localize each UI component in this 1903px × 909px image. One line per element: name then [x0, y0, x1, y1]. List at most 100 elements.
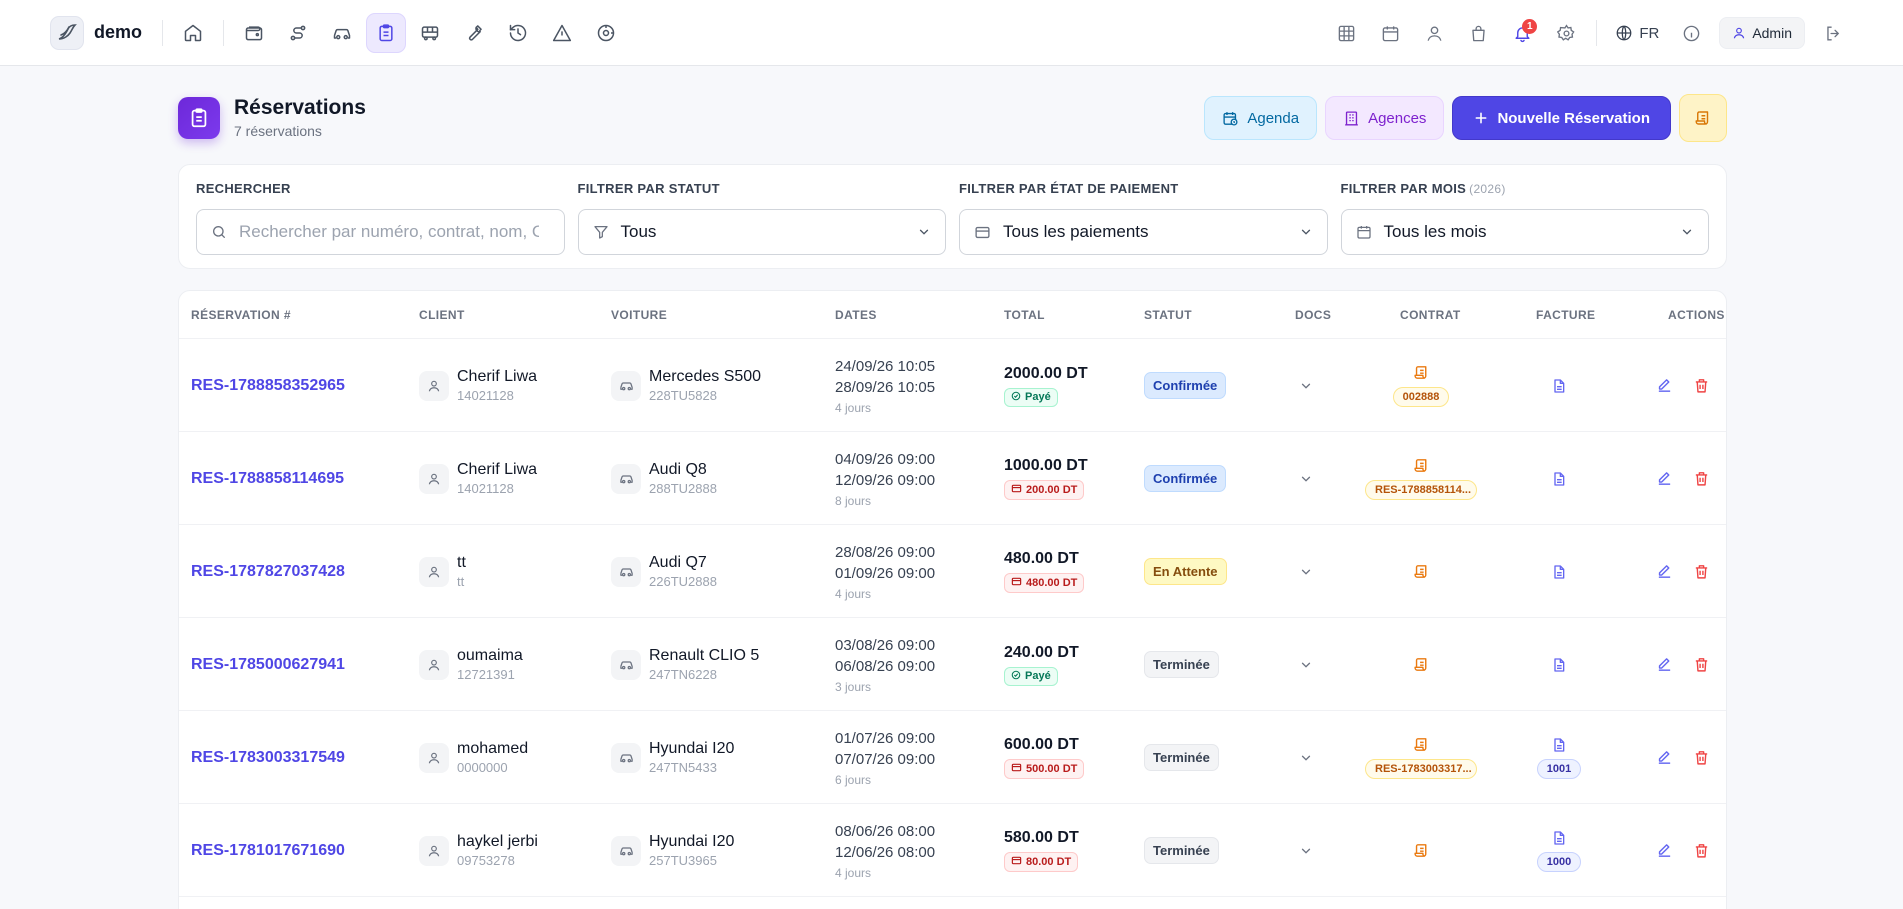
edit-button[interactable]: [1656, 563, 1673, 580]
agences-button[interactable]: Agences: [1325, 96, 1445, 140]
user-menu[interactable]: Admin: [1719, 17, 1805, 49]
nav-bus[interactable]: [410, 13, 450, 53]
reservation-number[interactable]: RES-1785000627941: [191, 655, 345, 673]
brand[interactable]: demo: [50, 15, 142, 50]
status-badge: Terminée: [1144, 837, 1219, 864]
check-circle-icon: [1011, 670, 1021, 683]
docs-toggle[interactable]: [1299, 472, 1313, 486]
nav-history[interactable]: [498, 13, 538, 53]
docs-toggle[interactable]: [1299, 379, 1313, 393]
payment-badge: 200.00 DT: [1004, 480, 1085, 500]
wallet-icon: [245, 25, 263, 40]
col-car: VOITURE: [611, 307, 668, 322]
payment-badge: 80.00 DT: [1004, 852, 1079, 872]
agenda-button[interactable]: Agenda: [1204, 96, 1318, 140]
docs-toggle[interactable]: [1299, 751, 1313, 765]
car-avatar: [611, 835, 641, 866]
delete-button[interactable]: [1693, 842, 1710, 859]
nav-settings[interactable]: [1546, 13, 1586, 53]
nav-calendar[interactable]: [1370, 13, 1410, 53]
search-input[interactable]: [239, 222, 539, 242]
invoice-button[interactable]: [1551, 471, 1567, 487]
table-body: RES-1788858352965 Cherif Liwa 14021128 M…: [179, 339, 1726, 897]
status-badge: Confirmée: [1144, 465, 1227, 492]
delete-button[interactable]: [1693, 470, 1710, 487]
reservation-number[interactable]: RES-1788858114695: [191, 469, 345, 487]
client-cin: 12721391: [457, 667, 515, 682]
contract-button[interactable]: [1413, 842, 1430, 859]
trash-icon: [1695, 658, 1708, 672]
nav-table[interactable]: [1326, 13, 1366, 53]
col-total: TOTAL: [1004, 307, 1045, 322]
edit-button[interactable]: [1656, 749, 1673, 766]
status-badge: En Attente: [1144, 558, 1227, 585]
edit-button[interactable]: [1656, 377, 1673, 394]
invoice-button[interactable]: [1551, 737, 1567, 753]
nav-divider: [1596, 20, 1598, 46]
edit-button[interactable]: [1656, 656, 1673, 673]
month-select[interactable]: Tous les mois: [1340, 209, 1709, 255]
nav-alerts[interactable]: [542, 13, 582, 53]
car-icon: [619, 661, 633, 670]
reservations-table: RÉSERVATION # CLIENT VOITURE DATES TOTAL…: [178, 290, 1727, 909]
client-name: mohamed: [457, 740, 529, 757]
search-box[interactable]: [196, 209, 565, 255]
invoice-button[interactable]: [1551, 830, 1567, 846]
credit-card-icon: [974, 224, 991, 241]
logout-icon: [1826, 25, 1839, 41]
delete-button[interactable]: [1693, 377, 1710, 394]
edit-button[interactable]: [1656, 842, 1673, 859]
globe-icon: [1616, 25, 1632, 41]
total-amount: 1000.00 DT: [1004, 457, 1088, 474]
car-avatar: [611, 370, 641, 401]
status-badge: Confirmée: [1144, 372, 1227, 399]
docs-toggle[interactable]: [1299, 565, 1313, 579]
nav-settings-alt[interactable]: [586, 13, 626, 53]
invoice-number: 1000: [1536, 851, 1582, 872]
duration: 6 jours: [835, 773, 872, 787]
status-select[interactable]: Tous: [577, 209, 946, 255]
contract-button[interactable]: [1413, 656, 1430, 673]
invoice-button[interactable]: [1551, 378, 1567, 394]
nav-users[interactable]: [1414, 13, 1454, 53]
chevron-down-icon: [917, 225, 931, 239]
nav-info[interactable]: [1671, 13, 1711, 53]
new-reservation-button[interactable]: Nouvelle Réservation: [1452, 96, 1671, 140]
nav-shop[interactable]: [1458, 13, 1498, 53]
clipboard-icon: [379, 23, 393, 41]
delete-button[interactable]: [1693, 656, 1710, 673]
logout-button[interactable]: [1813, 13, 1853, 53]
edit-button[interactable]: [1656, 470, 1673, 487]
reservation-number[interactable]: RES-1788858352965: [191, 376, 345, 394]
invoice-button[interactable]: [1551, 657, 1567, 673]
contract-button[interactable]: [1413, 736, 1430, 753]
scroll-icon: [1413, 844, 1426, 857]
client-avatar: [419, 835, 449, 866]
payment-badge: 500.00 DT: [1004, 759, 1085, 779]
payment-select[interactable]: Tous les paiements: [959, 209, 1328, 255]
nav-wallet[interactable]: [234, 13, 274, 53]
contract-template-button[interactable]: [1679, 94, 1727, 142]
delete-button[interactable]: [1693, 563, 1710, 580]
contract-button[interactable]: [1413, 364, 1430, 381]
language-switcher[interactable]: FR: [1605, 13, 1669, 53]
nav-maintenance[interactable]: [454, 13, 494, 53]
contract-button[interactable]: [1413, 457, 1430, 474]
docs-toggle[interactable]: [1299, 844, 1313, 858]
docs-toggle[interactable]: [1299, 658, 1313, 672]
table-row: RES-1785000627941 oumaima 12721391 Renau…: [179, 618, 1726, 711]
page-title: Réservations: [234, 96, 366, 119]
nav-road[interactable]: [278, 13, 318, 53]
nav-reservations[interactable]: [366, 12, 407, 53]
delete-button[interactable]: [1693, 749, 1710, 766]
contract-button[interactable]: [1413, 563, 1430, 580]
nav-cars[interactable]: [322, 13, 362, 53]
nav-home[interactable]: [173, 13, 213, 53]
nav-notifications[interactable]: 1: [1502, 13, 1542, 53]
invoice-button[interactable]: [1551, 564, 1567, 580]
col-actions: ACTIONS: [1668, 307, 1725, 322]
reservation-number[interactable]: RES-1787827037428: [191, 562, 345, 580]
reservation-number[interactable]: RES-1783003317549: [191, 748, 345, 766]
end-date: 07/07/26 09:00: [835, 751, 936, 768]
reservation-number[interactable]: RES-1781017671690: [191, 841, 345, 859]
